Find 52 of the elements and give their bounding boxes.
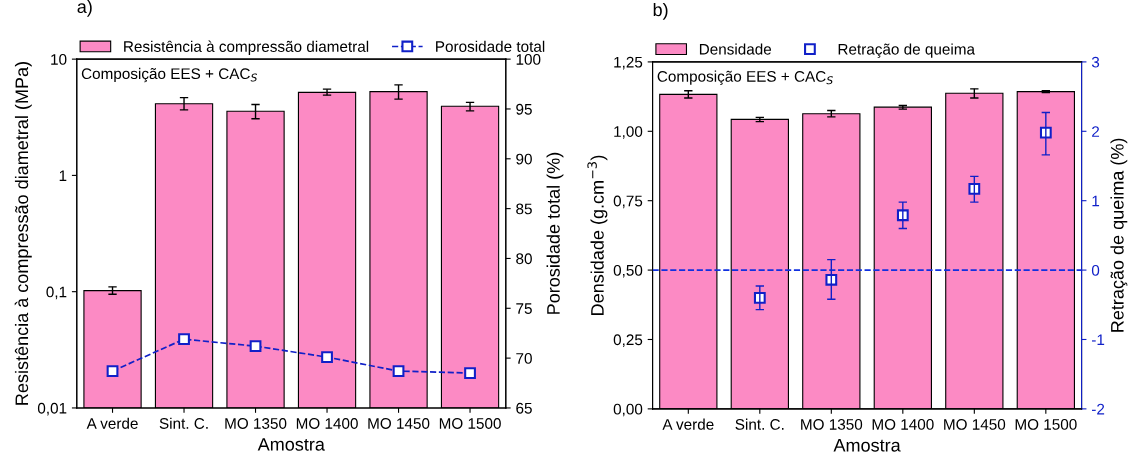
x-tick-label: MO 1500 [1015,419,1077,430]
x-tick-label: MO 1400 [872,419,934,430]
y-tick-label: 1,25 [614,56,643,70]
y2-tick-label: 3 [1091,56,1100,68]
y-axis-title: Resistência à compressão diametral (MPa) [14,62,32,405]
x-tick-label: MO 1450 [944,419,1006,430]
y2-axis-title: Retração de queima (%) [1110,138,1128,332]
point [968,182,981,195]
legend-label: Densidade [699,43,772,55]
x-tick-label: MO 1500 [439,418,501,429]
y2-axis-title: Porosidade total (%) [546,152,564,314]
y-tick-label: 0,50 [613,264,643,278]
legend-label: Resistência à compressão diametral [124,40,369,55]
x-tick-label: MO 1450 [368,418,430,429]
legend-label: Retração de queima [838,43,976,58]
annotation: Composição EES + CAC$_{S}$ [81,67,258,83]
annotation: Composição EES + CAC$_{S}$ [657,70,833,85]
y-tick-label: 0,00 [613,403,643,417]
text: b) [653,2,668,20]
y-tick-label: 1 [59,170,67,181]
y2-tick-label: 70 [516,352,532,364]
y-tick-label: 0,25 [613,334,643,347]
x-tick-label: A verde [86,417,138,429]
legend-label: Porosidade total [436,40,545,52]
y2-tick-label: 2 [1092,126,1100,137]
x-tick-label: MO 1350 [225,418,287,429]
x-tick-label: MO 1400 [296,418,358,429]
y2-tick-label: -2 [1091,403,1105,415]
y-tick-label: 0,1 [46,286,67,300]
x-tick-label: Sint. C. [159,417,208,429]
text: a) [77,0,92,17]
x-axis-title: Amostra [833,439,901,452]
y2-tick-label: 85 [516,203,532,215]
y2-tick-label: 90 [516,153,532,165]
x-tick-label: Sint. C. [735,418,784,430]
y-tick-label: 0,75 [613,195,643,209]
y2-tick-label: 95 [516,103,532,115]
y2-tick-label: 0 [1091,264,1100,276]
y-tick-label: 10 [51,54,67,65]
y2-tick-label: 65 [516,402,532,414]
x-axis-title: Amostra [257,438,325,451]
x-tick-label: A verde [662,418,714,430]
y2-tick-label: -1 [1091,334,1105,346]
y2-tick-label: 100 [516,54,541,65]
y-axis-title: Densidade (g.cm$^{−3}$) [587,155,608,315]
x-tick-label: MO 1350 [801,419,863,430]
y2-tick-label: 80 [516,253,532,265]
y-tick-label: 1,00 [614,126,643,139]
y2-tick-label: 1 [1092,195,1100,207]
point [825,273,838,286]
y-tick-label: 0,01 [37,402,67,416]
y2-tick-label: 75 [516,303,532,314]
